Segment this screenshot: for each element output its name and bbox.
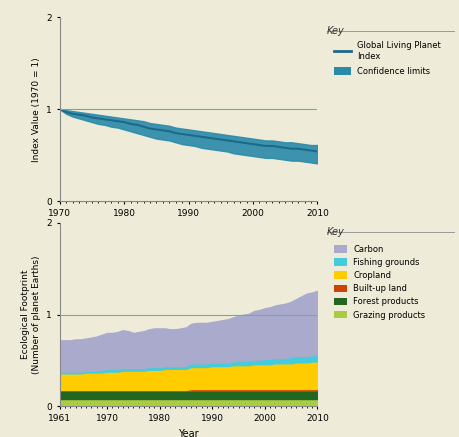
- X-axis label: Year: Year: [178, 429, 198, 437]
- Y-axis label: Ecological Footprint
(Number of planet Earths): Ecological Footprint (Number of planet E…: [22, 255, 41, 374]
- Legend: Global Living Planet
Index, Confidence limits: Global Living Planet Index, Confidence l…: [330, 38, 443, 79]
- X-axis label: Year: Year: [178, 223, 198, 233]
- Text: Key: Key: [326, 26, 344, 36]
- Y-axis label: Index Value (1970 = 1): Index Value (1970 = 1): [32, 57, 41, 162]
- Text: Key: Key: [326, 227, 344, 237]
- Legend: Carbon, Fishing grounds, Cropland, Built-up land, Forest products, Grazing produ: Carbon, Fishing grounds, Cropland, Built…: [330, 241, 428, 323]
